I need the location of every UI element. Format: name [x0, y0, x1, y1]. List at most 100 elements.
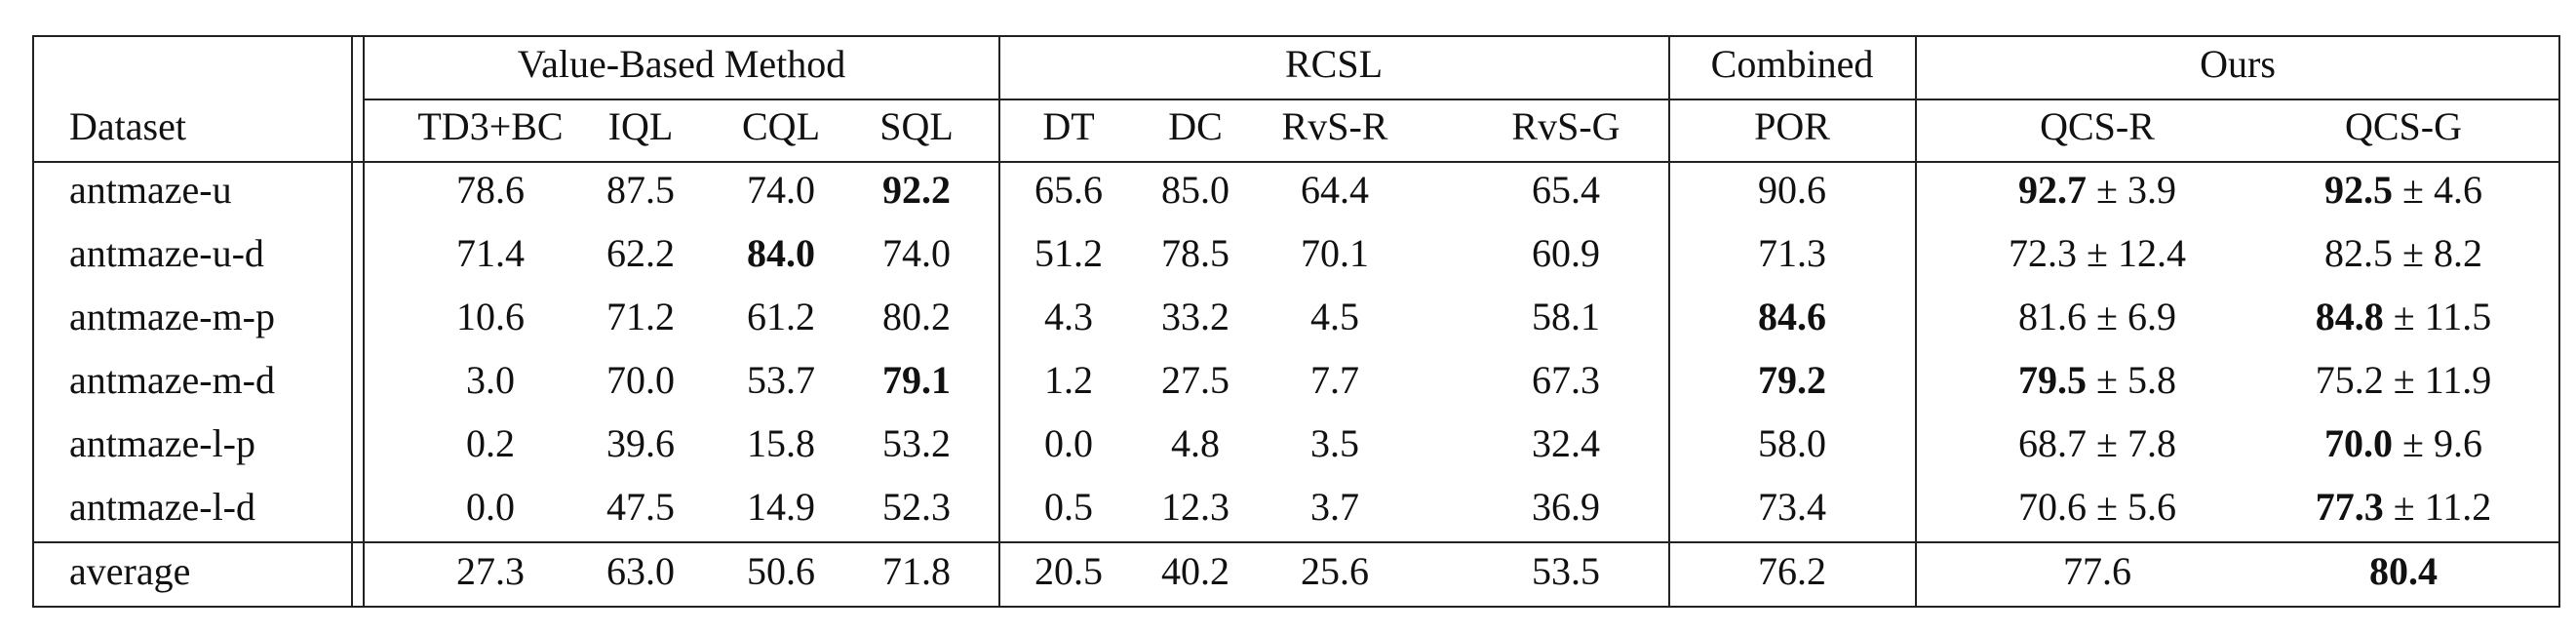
cell: 0.2: [466, 421, 515, 465]
cell: 60.9: [1532, 231, 1600, 275]
cell-mean: 79.1: [882, 358, 951, 402]
cell: 71.8: [882, 549, 951, 593]
cell: 27.3: [456, 549, 525, 593]
cell: 0.0: [466, 485, 515, 529]
cell-std: ± 11.2: [2394, 485, 2491, 529]
cell-std: ± 9.6: [2402, 421, 2482, 465]
cell: 77.3 ± 11.2: [2316, 485, 2491, 529]
cell-mean: 80.4: [2369, 549, 2438, 593]
dataset-name: antmaze-u: [69, 168, 232, 212]
cell: 0.0: [1044, 421, 1093, 465]
cell: 76.2: [1758, 549, 1826, 593]
cell: 7.7: [1310, 358, 1359, 402]
cell: 62.2: [606, 231, 675, 275]
cell: 70.6 ± 5.6: [2018, 485, 2176, 529]
cell-mean: 70.0: [2324, 421, 2393, 465]
cell-std: ± 4.6: [2402, 168, 2482, 212]
cell: 92.5 ± 4.6: [2324, 168, 2482, 212]
dataset-name: antmaze-m-p: [69, 295, 275, 338]
cell-mean: 81.6: [2018, 295, 2087, 338]
column-header: QCS-G: [2345, 104, 2462, 148]
cell-mean: 75.2: [2316, 358, 2384, 402]
dataset-name: average: [69, 549, 190, 593]
group-header: Ours: [2200, 42, 2276, 86]
column-header: DC: [1168, 104, 1223, 148]
cell-mean: 68.7: [2018, 421, 2087, 465]
cell-mean: 84.0: [747, 231, 815, 275]
dataset-name: antmaze-m-d: [69, 358, 275, 402]
cell: 51.2: [1034, 231, 1103, 275]
cell-mean: 92.5: [2324, 168, 2393, 212]
cell: 80.4: [2369, 549, 2438, 593]
cell: 65.4: [1532, 168, 1600, 212]
cell: 27.5: [1161, 358, 1229, 402]
cell-std: ± 11.5: [2394, 295, 2491, 338]
cell: 3.0: [466, 358, 515, 402]
dataset-name: antmaze-l-p: [69, 421, 255, 465]
cell: 61.2: [747, 295, 815, 338]
cell: 78.5: [1161, 231, 1229, 275]
cell: 40.2: [1161, 549, 1229, 593]
cell: 53.7: [747, 358, 815, 402]
dataset-header: Dataset: [69, 104, 186, 148]
column-header: CQL: [742, 104, 820, 148]
cell: 71.3: [1758, 231, 1826, 275]
table-border: [32, 35, 2560, 608]
cell: 47.5: [606, 485, 675, 529]
cell-mean: 72.3: [2009, 231, 2077, 275]
cell-std: ± 8.2: [2402, 231, 2482, 275]
dataset-name: antmaze-l-d: [69, 485, 255, 529]
cell: 74.0: [747, 168, 815, 212]
cell-std: ± 5.8: [2096, 358, 2176, 402]
cell: 20.5: [1034, 549, 1103, 593]
cell: 70.0 ± 9.6: [2324, 421, 2482, 465]
cell: 12.3: [1161, 485, 1229, 529]
cell: 68.7 ± 7.8: [2018, 421, 2176, 465]
cell-mean: 92.2: [882, 168, 951, 212]
cell: 14.9: [747, 485, 815, 529]
cell-mean: 70.6: [2018, 485, 2087, 529]
cell-std: ± 3.9: [2096, 168, 2176, 212]
cell: 64.4: [1301, 168, 1369, 212]
dataset-name: antmaze-u-d: [69, 231, 264, 275]
cell: 79.1: [882, 358, 951, 402]
cell: 79.5 ± 5.8: [2018, 358, 2176, 402]
group-header: RCSL: [1285, 42, 1383, 86]
column-header: IQL: [608, 104, 674, 148]
cell-std: ± 11.9: [2394, 358, 2491, 402]
cell: 33.2: [1161, 295, 1229, 338]
cell: 74.0: [882, 231, 951, 275]
cell-mean: 84.6: [1758, 295, 1826, 338]
cell: 63.0: [606, 549, 675, 593]
cell: 71.2: [606, 295, 675, 338]
column-header: TD3+BC: [417, 104, 563, 148]
cell-mean: 84.8: [2316, 295, 2384, 338]
cell-mean: 77.3: [2316, 485, 2384, 529]
column-header: POR: [1754, 104, 1830, 148]
cell: 80.2: [882, 295, 951, 338]
cell: 67.3: [1532, 358, 1600, 402]
cell: 15.8: [747, 421, 815, 465]
cell: 79.2: [1758, 358, 1826, 402]
cell: 53.5: [1532, 549, 1600, 593]
cell: 85.0: [1161, 168, 1229, 212]
cell: 50.6: [747, 549, 815, 593]
cell: 58.0: [1758, 421, 1826, 465]
cell: 3.7: [1310, 485, 1359, 529]
cell-std: ± 7.8: [2096, 421, 2176, 465]
group-header: Combined: [1711, 42, 1874, 86]
cell: 3.5: [1310, 421, 1359, 465]
cell: 90.6: [1758, 168, 1826, 212]
cell-mean: 82.5: [2324, 231, 2393, 275]
column-header: DT: [1042, 104, 1094, 148]
cell: 87.5: [606, 168, 675, 212]
cell: 77.6: [2063, 549, 2131, 593]
column-header: QCS-R: [2040, 104, 2155, 148]
cell: 65.6: [1034, 168, 1103, 212]
cell: 10.6: [456, 295, 525, 338]
cell: 73.4: [1758, 485, 1826, 529]
cell: 52.3: [882, 485, 951, 529]
cell: 75.2 ± 11.9: [2316, 358, 2491, 402]
cell: 53.2: [882, 421, 951, 465]
